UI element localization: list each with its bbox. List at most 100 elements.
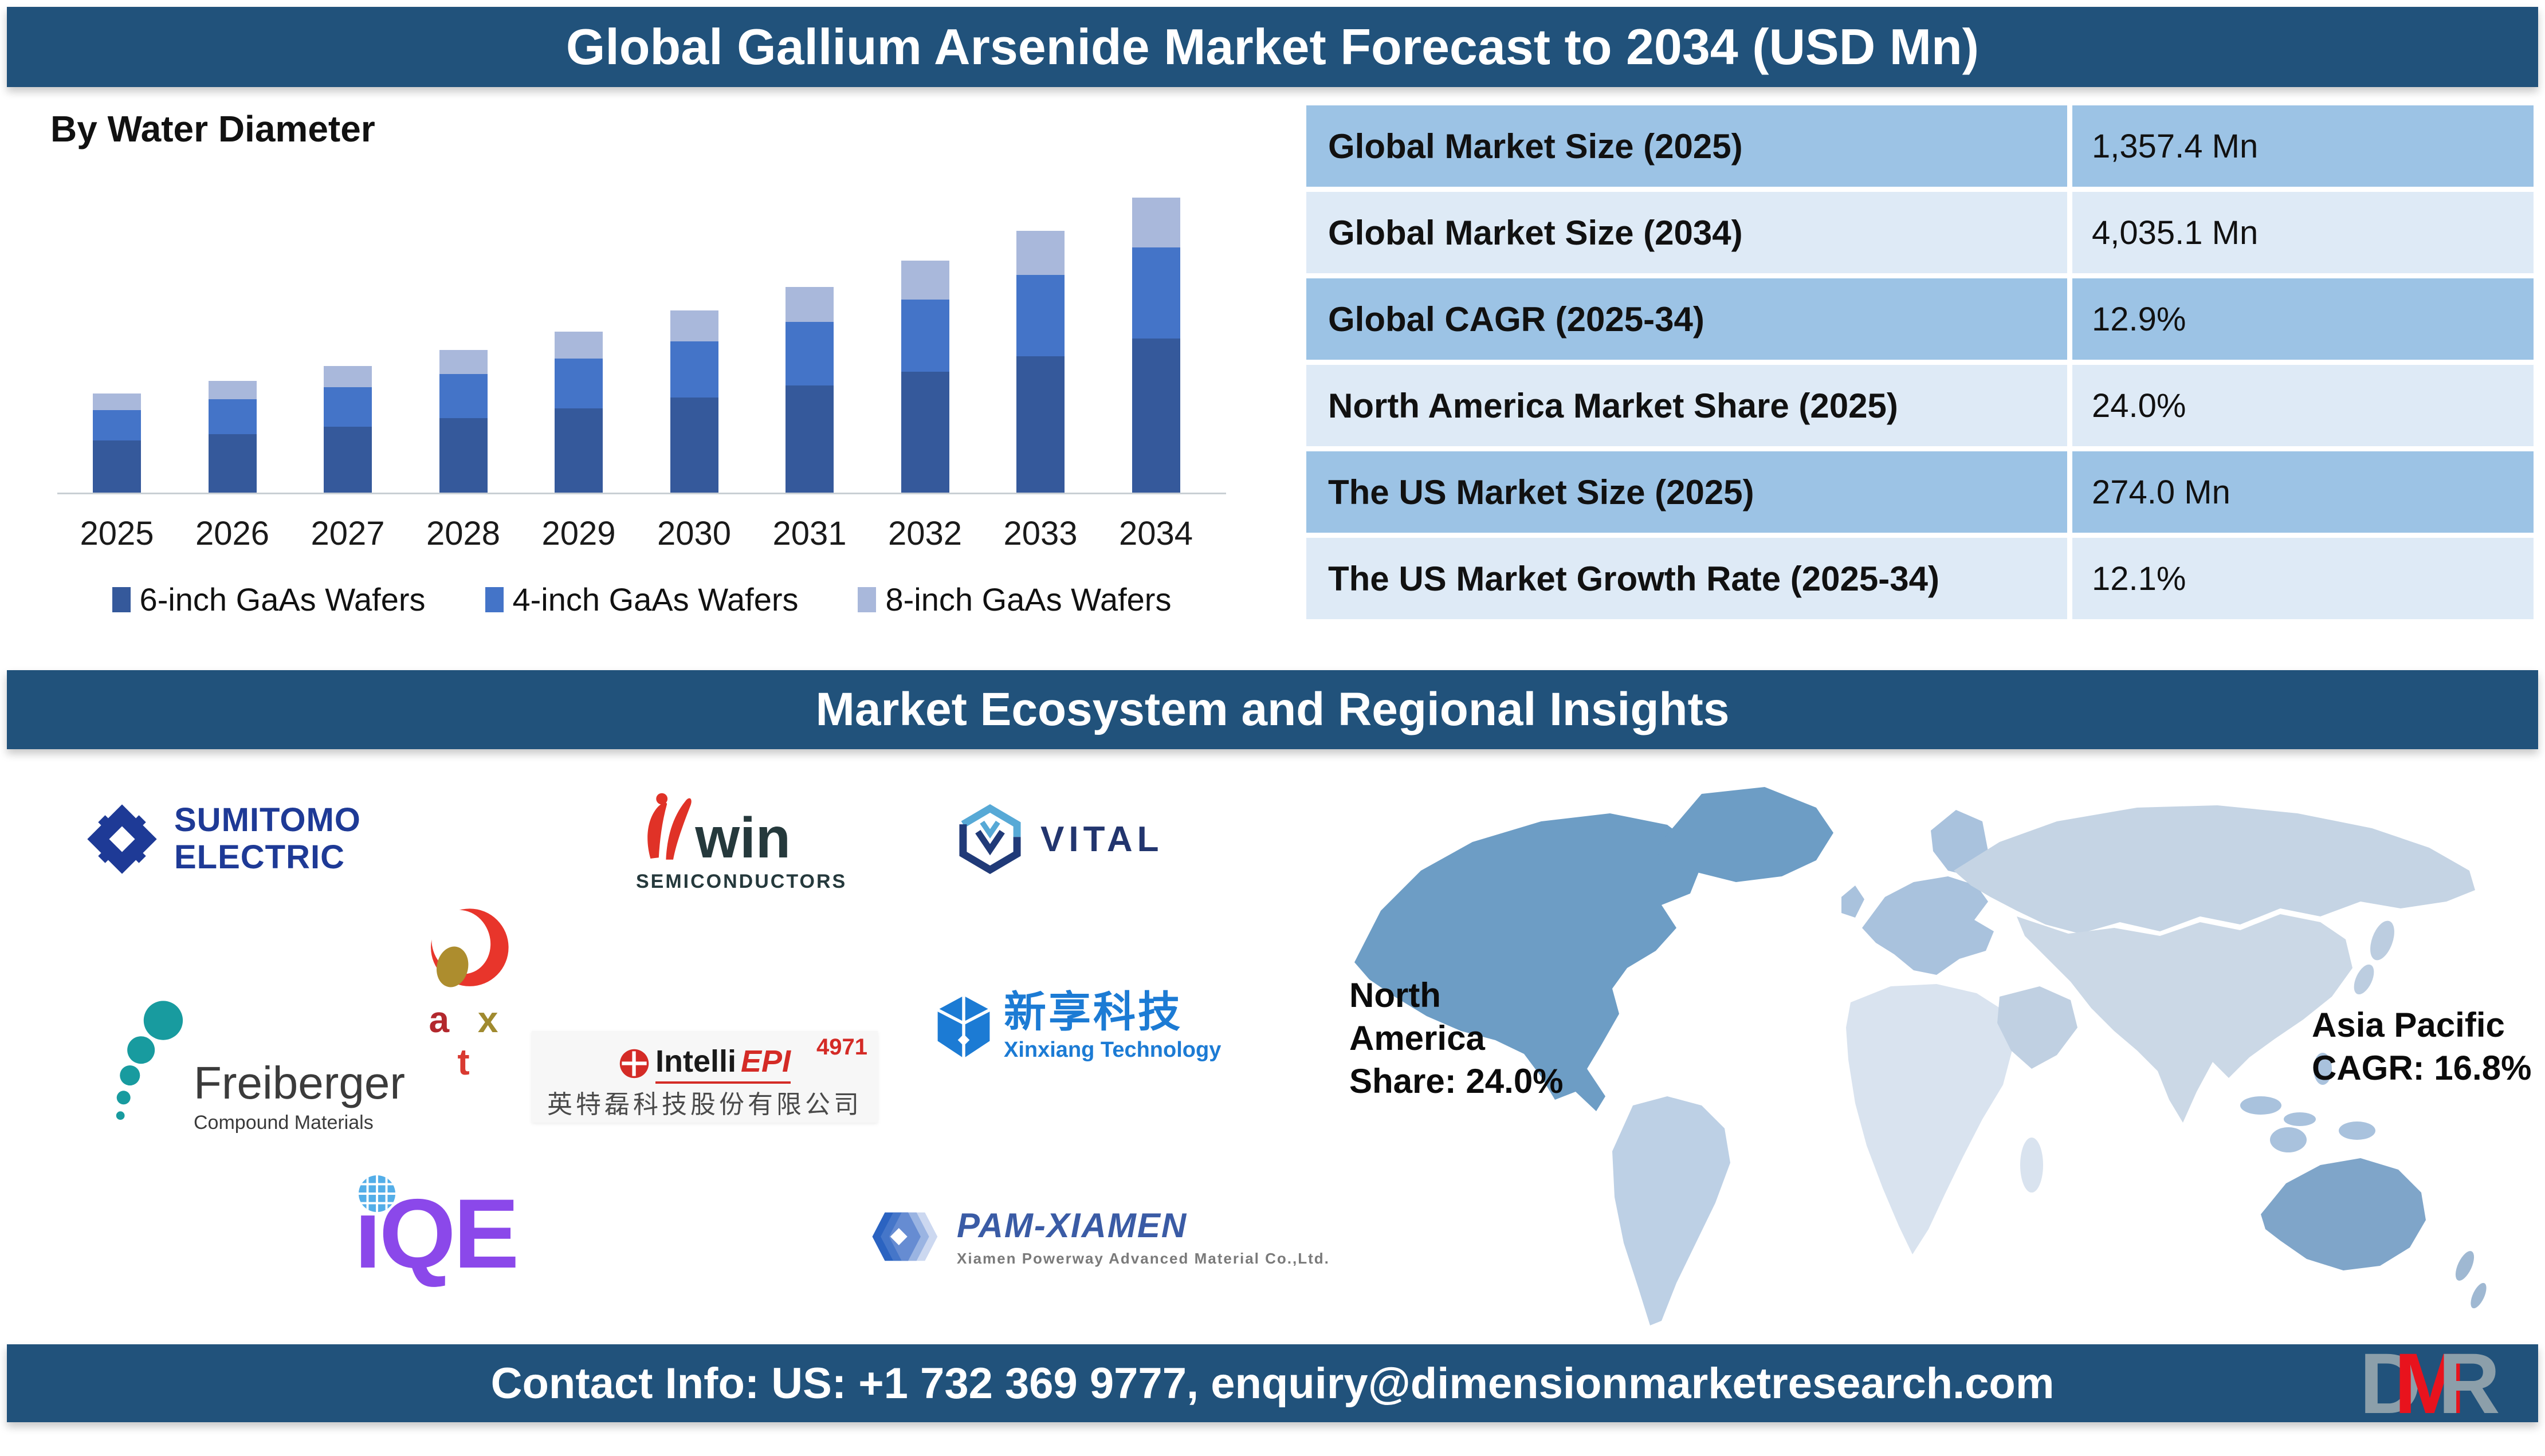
vital-hexagon-icon: [959, 804, 1021, 875]
bar-segment-2033-4-inch GaAs Wafers: [1016, 274, 1065, 356]
bar-segment-2029-8-inch GaAs Wafers: [555, 331, 603, 359]
island-greenland: [1656, 787, 1833, 882]
x-axis-label-2026: 2026: [195, 515, 270, 552]
bar-segment-2027-6-inch GaAs Wafers: [324, 426, 372, 493]
bar-segment-2027-8-inch GaAs Wafers: [324, 366, 372, 388]
continent-africa: [1846, 984, 2013, 1254]
island-new-zealand-1: [2455, 1251, 2475, 1281]
bar-segment-2033-8-inch GaAs Wafers: [1016, 230, 1065, 275]
table-row: North America Market Share (2025) 24.0%: [1306, 365, 2534, 446]
island-japan-2: [2354, 964, 2374, 995]
island-madagascar: [2020, 1138, 2043, 1193]
bar-segment-2032-4-inch GaAs Wafers: [901, 300, 949, 372]
iqe-wordmark: ıQE: [354, 1179, 519, 1289]
logo-win-semiconductors: win SEMICONDUCTORS: [636, 792, 845, 893]
legend-item-6-inch GaAs Wafers: 6-inch GaAs Wafers: [112, 581, 426, 618]
legend-label: 6-inch GaAs Wafers: [139, 581, 426, 617]
x-axis-label-2029: 2029: [541, 515, 616, 552]
stat-label: North America Market Share (2025): [1306, 365, 2068, 446]
intelliepi-row: Intelli EPI: [532, 1044, 878, 1084]
bar-segment-2033-6-inch GaAs Wafers: [1016, 356, 1065, 493]
island-new-guinea: [2339, 1121, 2375, 1140]
bar-segment-2026-4-inch GaAs Wafers: [208, 399, 257, 434]
sumitomo-line1: SUMITOMO: [174, 801, 361, 839]
table-row: The US Market Growth Rate (2025-34) 12.1…: [1306, 538, 2534, 619]
contact-info: Contact Info: US: +1 732 369 9777, enqui…: [490, 1359, 2055, 1408]
legend-swatch-icon: [112, 587, 131, 612]
pam-hexagon-icon: [872, 1212, 938, 1261]
logo-vital: VITAL: [956, 802, 1164, 876]
x-axis-label-2033: 2033: [1003, 515, 1078, 552]
bar-segment-2025-8-inch GaAs Wafers: [93, 393, 141, 410]
island-new-zealand-2: [2471, 1282, 2487, 1309]
pam-subtitle: Xiamen Powerway Advanced Material Co.,Lt…: [957, 1250, 1330, 1267]
x-axis-label-2030: 2030: [657, 515, 732, 552]
logo-sumitomo-electric: SUMITOMO ELECTRIC: [85, 801, 361, 876]
bar-segment-2034-6-inch GaAs Wafers: [1132, 339, 1180, 493]
island-uk: [1841, 886, 1864, 918]
ap-cagr-value: CAGR: 16.8%: [2312, 1049, 2532, 1087]
pam-text-block: PAM-XIAMEN Xiamen Powerway Advanced Mate…: [957, 1206, 1330, 1268]
dmr-letter-d: D: [2359, 1335, 2422, 1431]
stat-label: Global Market Size (2025): [1306, 105, 2068, 187]
stats-table: Global Market Size (2025) 1,357.4 Mn Glo…: [1306, 105, 2534, 619]
ecosystem-band: Market Ecosystem and Regional Insights: [7, 670, 2538, 749]
freiberger-wordmark: Freiberger: [194, 1057, 406, 1108]
bar-segment-2028-6-inch GaAs Wafers: [439, 418, 488, 493]
xinxiang-cube-icon: [937, 995, 991, 1058]
bar-segment-2030-8-inch GaAs Wafers: [670, 310, 718, 341]
logo-intelliepi: 4971 Intelli EPI 英特磊科技股份有限公司: [532, 1031, 878, 1123]
table-row: Global CAGR (2025-34) 12.9%: [1306, 278, 2534, 360]
win-wordmark: win: [695, 806, 791, 870]
stat-value: 274.0 Mn: [2072, 451, 2534, 533]
table-row: Global Market Size (2034) 4,035.1 Mn: [1306, 192, 2534, 273]
bar-segment-2026-8-inch GaAs Wafers: [208, 380, 257, 400]
xinxiang-text-block: 新享科技 Xinxiang Technology: [1004, 991, 1221, 1063]
world-map: [1354, 787, 2487, 1325]
legend-item-4-inch GaAs Wafers: 4-inch GaAs Wafers: [485, 581, 799, 618]
bar-segment-2030-4-inch GaAs Wafers: [670, 341, 718, 398]
header-band: Global Gallium Arsenide Market Forecast …: [7, 7, 2538, 87]
north-america-callout: North America Share: 24.0%: [1349, 974, 1564, 1103]
freiberger-dots-icon: [116, 1001, 183, 1120]
dmr-letter-m: M: [2394, 1335, 2466, 1431]
intelliepi-epi: EPI: [740, 1044, 791, 1079]
axt-letter-a: a: [429, 999, 459, 1040]
island-philippines: [2314, 1053, 2332, 1085]
table-row: Global Market Size (2025) 1,357.4 Mn: [1306, 105, 2534, 187]
island-indonesia-1: [2240, 1096, 2281, 1115]
x-axis-label-2032: 2032: [887, 515, 963, 552]
bar-segment-2025-4-inch GaAs Wafers: [93, 410, 141, 441]
logo-pam-xiamen: PAM-XIAMEN Xiamen Powerway Advanced Mate…: [869, 1203, 1330, 1270]
intelliepi-wordmark: Intelli EPI: [655, 1044, 791, 1084]
win-row: win: [636, 792, 791, 870]
continent-south-america: [1612, 1096, 1730, 1325]
intelliepi-chinese-name: 英特磊科技股份有限公司: [547, 1091, 862, 1119]
intelliepi-intelli: Intelli: [655, 1044, 736, 1079]
bar-segment-2031-8-inch GaAs Wafers: [786, 287, 834, 322]
bar-segment-2034-8-inch GaAs Wafers: [1132, 198, 1180, 247]
stat-label: The US Market Size (2025): [1306, 451, 2068, 533]
x-axis-label-2028: 2028: [426, 515, 501, 552]
bar-segment-2032-6-inch GaAs Wafers: [901, 371, 949, 493]
ap-line1: Asia Pacific: [2312, 1006, 2505, 1044]
dmr-letter-r: R: [2438, 1335, 2500, 1431]
x-axis-label-2031: 2031: [772, 515, 847, 552]
x-axis-label-2027: 2027: [311, 515, 385, 552]
na-line2: America: [1349, 1019, 1485, 1057]
logo-iqe: ıQE: [354, 1174, 526, 1300]
stat-value: 24.0%: [2072, 365, 2534, 446]
iqe-wafer-globe-icon: [358, 1175, 396, 1213]
chart-section-label: By Water Diameter: [50, 108, 375, 149]
stat-label: Global CAGR (2025-34): [1306, 278, 2068, 360]
legend-label: 4-inch GaAs Wafers: [512, 581, 799, 617]
bar-segment-2031-4-inch GaAs Wafers: [786, 321, 834, 385]
region-south-asia: [2017, 914, 2352, 1123]
legend-item-8-inch GaAs Wafers: 8-inch GaAs Wafers: [858, 581, 1171, 618]
bar-segment-2026-6-inch GaAs Wafers: [208, 434, 257, 493]
bar-segment-2025-6-inch GaAs Wafers: [93, 440, 141, 493]
bar-segment-2028-4-inch GaAs Wafers: [439, 373, 488, 418]
continent-australia: [2261, 1158, 2426, 1270]
vital-wordmark: VITAL: [1040, 819, 1164, 859]
freiberger-text-block: Freiberger Compound Materials: [194, 1060, 405, 1134]
